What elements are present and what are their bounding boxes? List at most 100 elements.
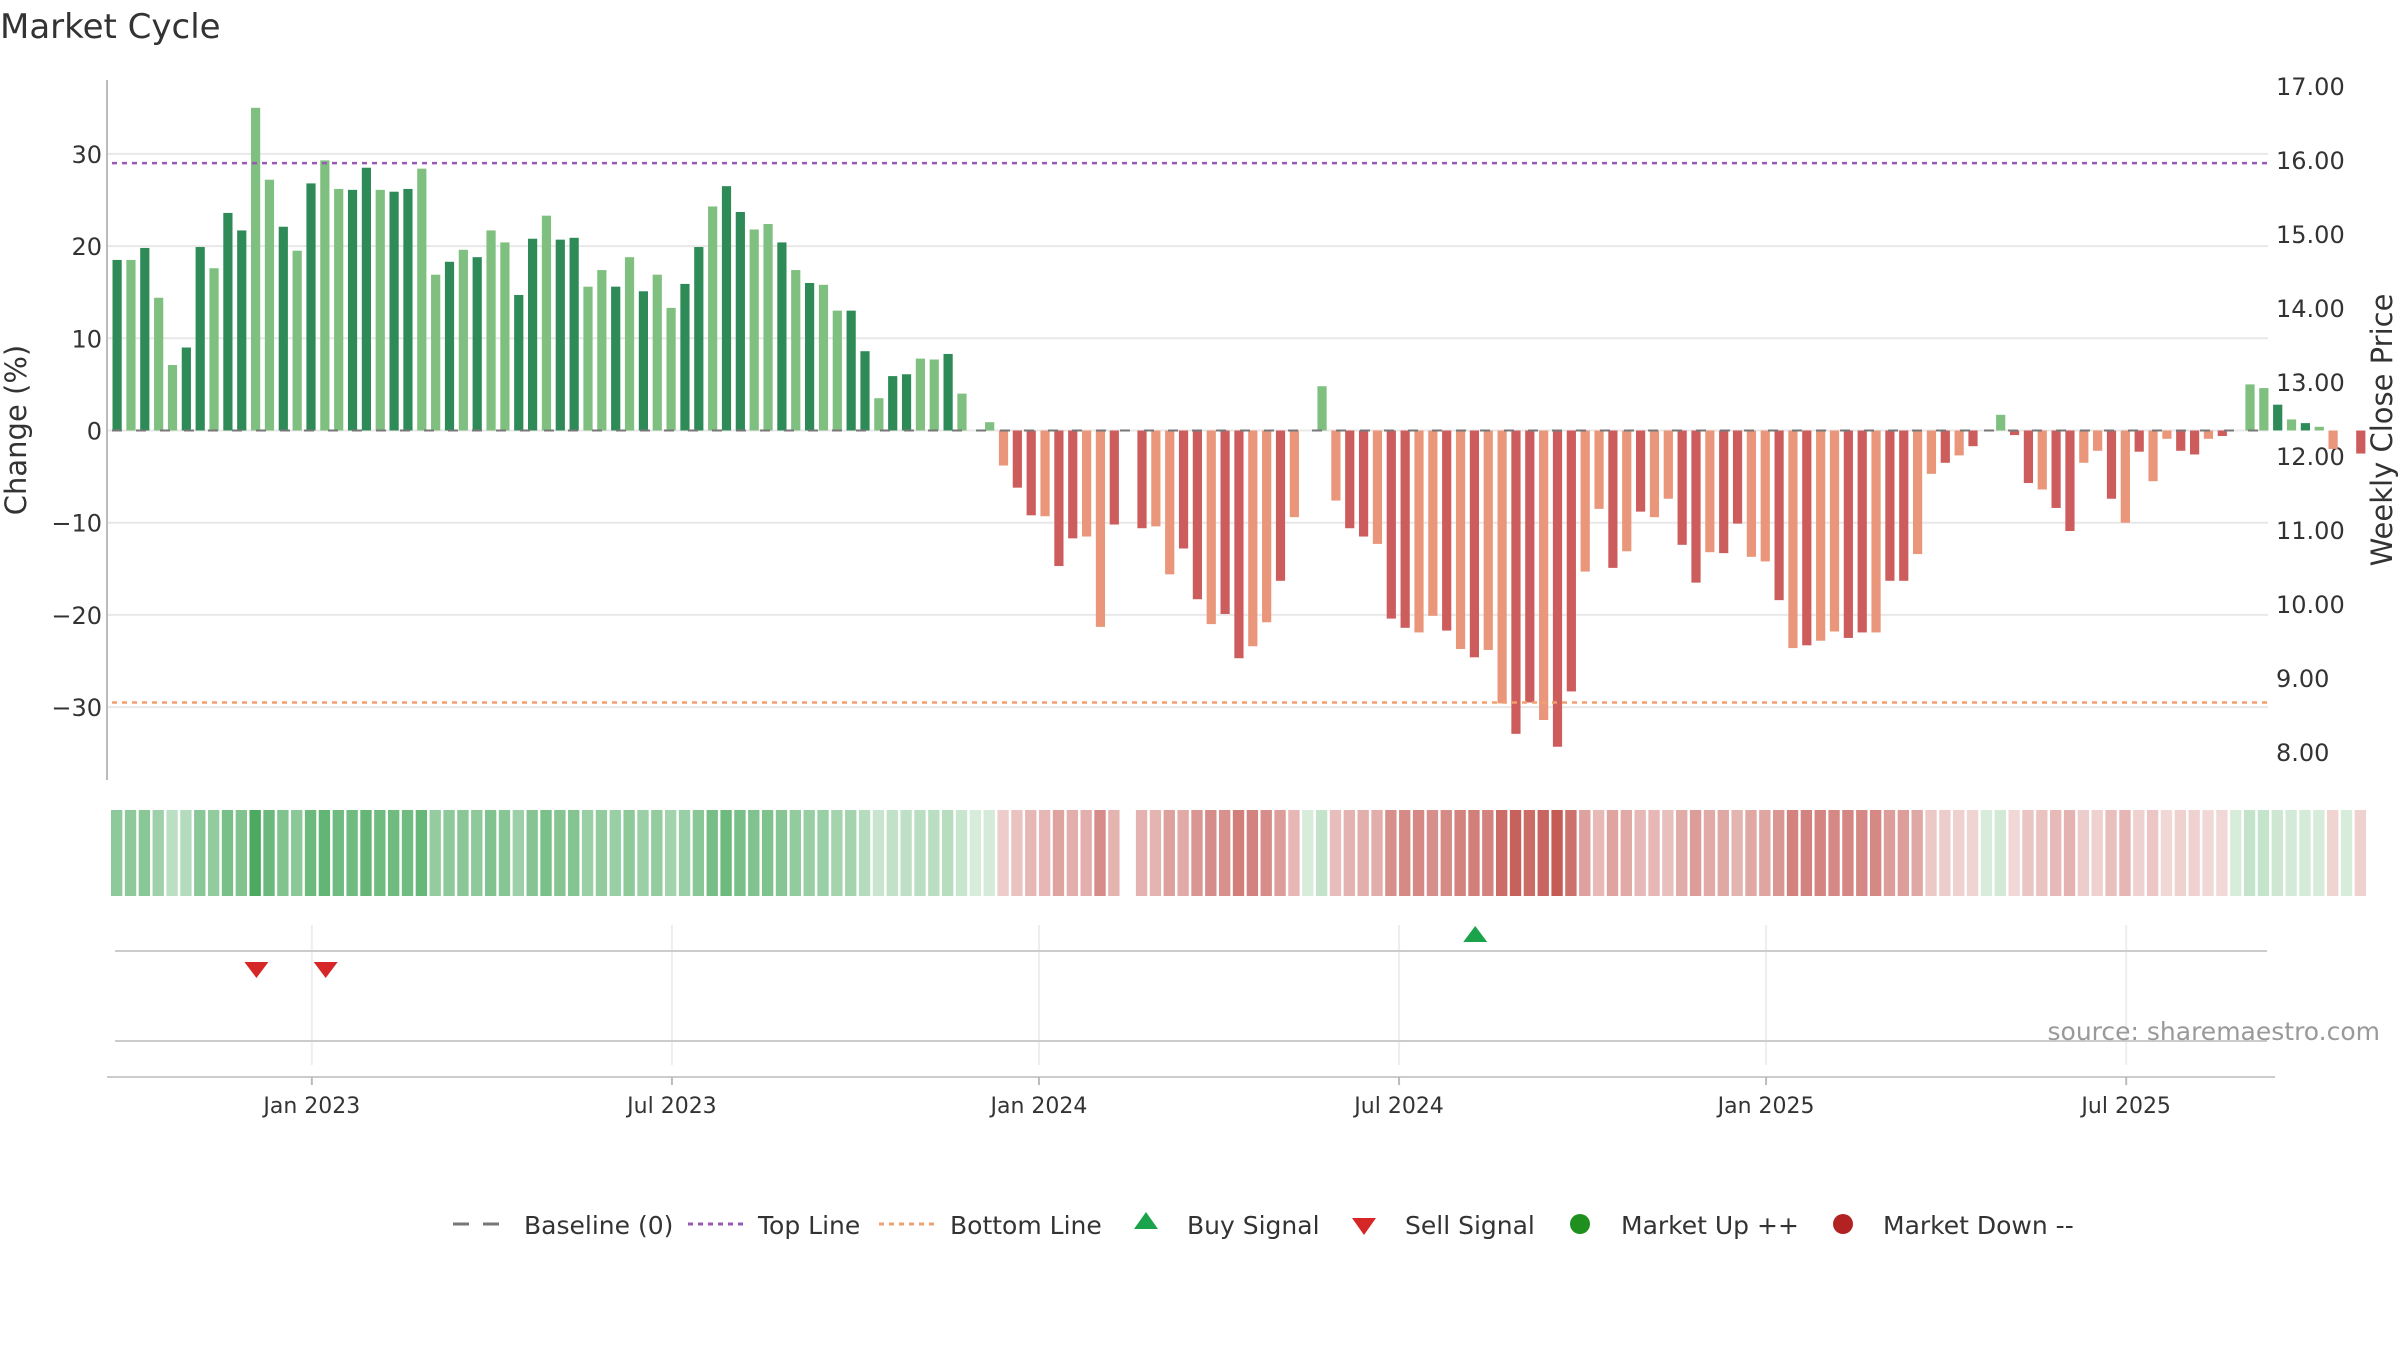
- y2-tick-label: 9.00: [2276, 665, 2329, 693]
- bar: [444, 261, 455, 431]
- heat-band-cell: [692, 810, 705, 896]
- heat-band-cell: [124, 810, 137, 896]
- bar: [2106, 430, 2117, 499]
- heat-band-cell: [2077, 810, 2090, 896]
- heat-band-cell: [221, 810, 234, 896]
- heat-band-cell: [2050, 810, 2062, 896]
- heat-band-cell: [1786, 810, 1799, 896]
- heat-band-cell: [152, 810, 164, 896]
- heat-band-cell: [858, 810, 871, 896]
- market-heat-band: [111, 810, 2367, 896]
- heat-band-cell: [2091, 810, 2103, 896]
- heat-band-cell: [318, 810, 331, 896]
- bar: [1677, 430, 1687, 545]
- bar: [431, 274, 441, 431]
- bar: [2273, 404, 2283, 431]
- y-tick-label: −30: [51, 694, 102, 722]
- bar: [1012, 430, 1022, 488]
- signal-panel-grid: [310, 925, 2128, 1065]
- bar: [638, 291, 648, 431]
- bar: [1566, 430, 1576, 692]
- x-tick-label: Jul 2025: [2079, 1094, 2171, 1119]
- heat-band-cell: [886, 810, 898, 896]
- heat-band-cell: [1869, 810, 1882, 896]
- bar: [361, 167, 371, 431]
- bar: [888, 376, 898, 431]
- bar: [2065, 430, 2075, 531]
- bar: [320, 160, 330, 431]
- y2-tick-label: 16.00: [2276, 147, 2345, 175]
- heat-band-cell: [1274, 810, 1286, 896]
- bar: [1289, 430, 1299, 518]
- bar: [1178, 430, 1189, 549]
- heat-band-cell: [1579, 810, 1591, 896]
- heat-band-cell: [1482, 810, 1494, 896]
- heat-band-cell: [2036, 810, 2048, 896]
- bar: [915, 358, 925, 431]
- x-tick-labels: Jan 2023 Jul 2023 Jan 2024 Jul 2024 Jan 2025…: [261, 1077, 2171, 1119]
- heat-band-cell: [388, 810, 400, 896]
- heat-band-cell: [651, 810, 663, 896]
- bar: [2009, 430, 2020, 436]
- bar: [334, 188, 344, 431]
- heat-band-cell: [1856, 810, 1868, 896]
- bar: [998, 430, 1009, 466]
- bar: [1068, 430, 1078, 539]
- legend-sell-signal-icon: [1352, 1218, 1376, 1235]
- heat-band-cell: [817, 810, 829, 896]
- bar: [818, 284, 829, 431]
- heat-band-cell: [2146, 810, 2159, 896]
- bar: [1552, 430, 1563, 747]
- bar: [154, 297, 164, 431]
- heat-band-cell: [111, 810, 123, 896]
- signals: [244, 926, 1488, 978]
- bar: [1109, 430, 1119, 525]
- heat-band-cell: [1094, 810, 1106, 896]
- heat-band-cell: [568, 810, 580, 896]
- heat-band-cell: [581, 810, 594, 896]
- bar: [140, 247, 150, 431]
- y-tick-label: 10: [71, 325, 102, 353]
- heat-band-cell: [2105, 810, 2117, 896]
- heat-band-cell: [415, 810, 428, 896]
- bar: [112, 259, 122, 431]
- heat-band-cell: [512, 810, 524, 896]
- x-tick-label: Jul 2024: [1352, 1094, 1444, 1119]
- heat-band-cell: [1966, 810, 1979, 896]
- bar: [1428, 430, 1438, 616]
- source-label: source: sharemaestro.com: [2048, 1017, 2381, 1046]
- bar: [2328, 430, 2338, 449]
- y2-tick-label: 13.00: [2276, 369, 2345, 397]
- heat-band-cell: [595, 810, 608, 896]
- bar: [237, 230, 247, 431]
- bar: [486, 230, 496, 431]
- bar: [1926, 430, 1937, 474]
- heat-band-cell: [734, 810, 746, 896]
- bar: [1608, 430, 1618, 568]
- heat-band-cell: [484, 810, 497, 896]
- heat-band-cell: [1717, 810, 1729, 896]
- bar: [1691, 430, 1701, 583]
- bar: [791, 270, 801, 431]
- heat-band-cell: [166, 810, 178, 896]
- heat-band-cell: [1496, 810, 1508, 896]
- heat-band-cell: [761, 810, 774, 896]
- bar: [251, 107, 261, 431]
- heat-band-cell: [1371, 810, 1383, 896]
- heat-band-cell: [1011, 810, 1023, 896]
- heat-band-cell: [1634, 810, 1646, 896]
- heat-band-cell: [969, 810, 982, 896]
- heat-band-cell: [1108, 810, 1120, 896]
- bar: [1192, 430, 1202, 600]
- heat-band-cell: [803, 810, 815, 896]
- bar: [458, 249, 468, 431]
- bar: [1331, 430, 1341, 501]
- heat-band-cell: [1219, 810, 1231, 896]
- heat-band-cell: [1454, 810, 1466, 896]
- bar: [181, 347, 191, 431]
- legend-market-up-label: Market Up ++: [1621, 1211, 1799, 1240]
- bar: [569, 237, 579, 431]
- heat-band-cell: [1163, 810, 1175, 896]
- bar: [292, 250, 302, 431]
